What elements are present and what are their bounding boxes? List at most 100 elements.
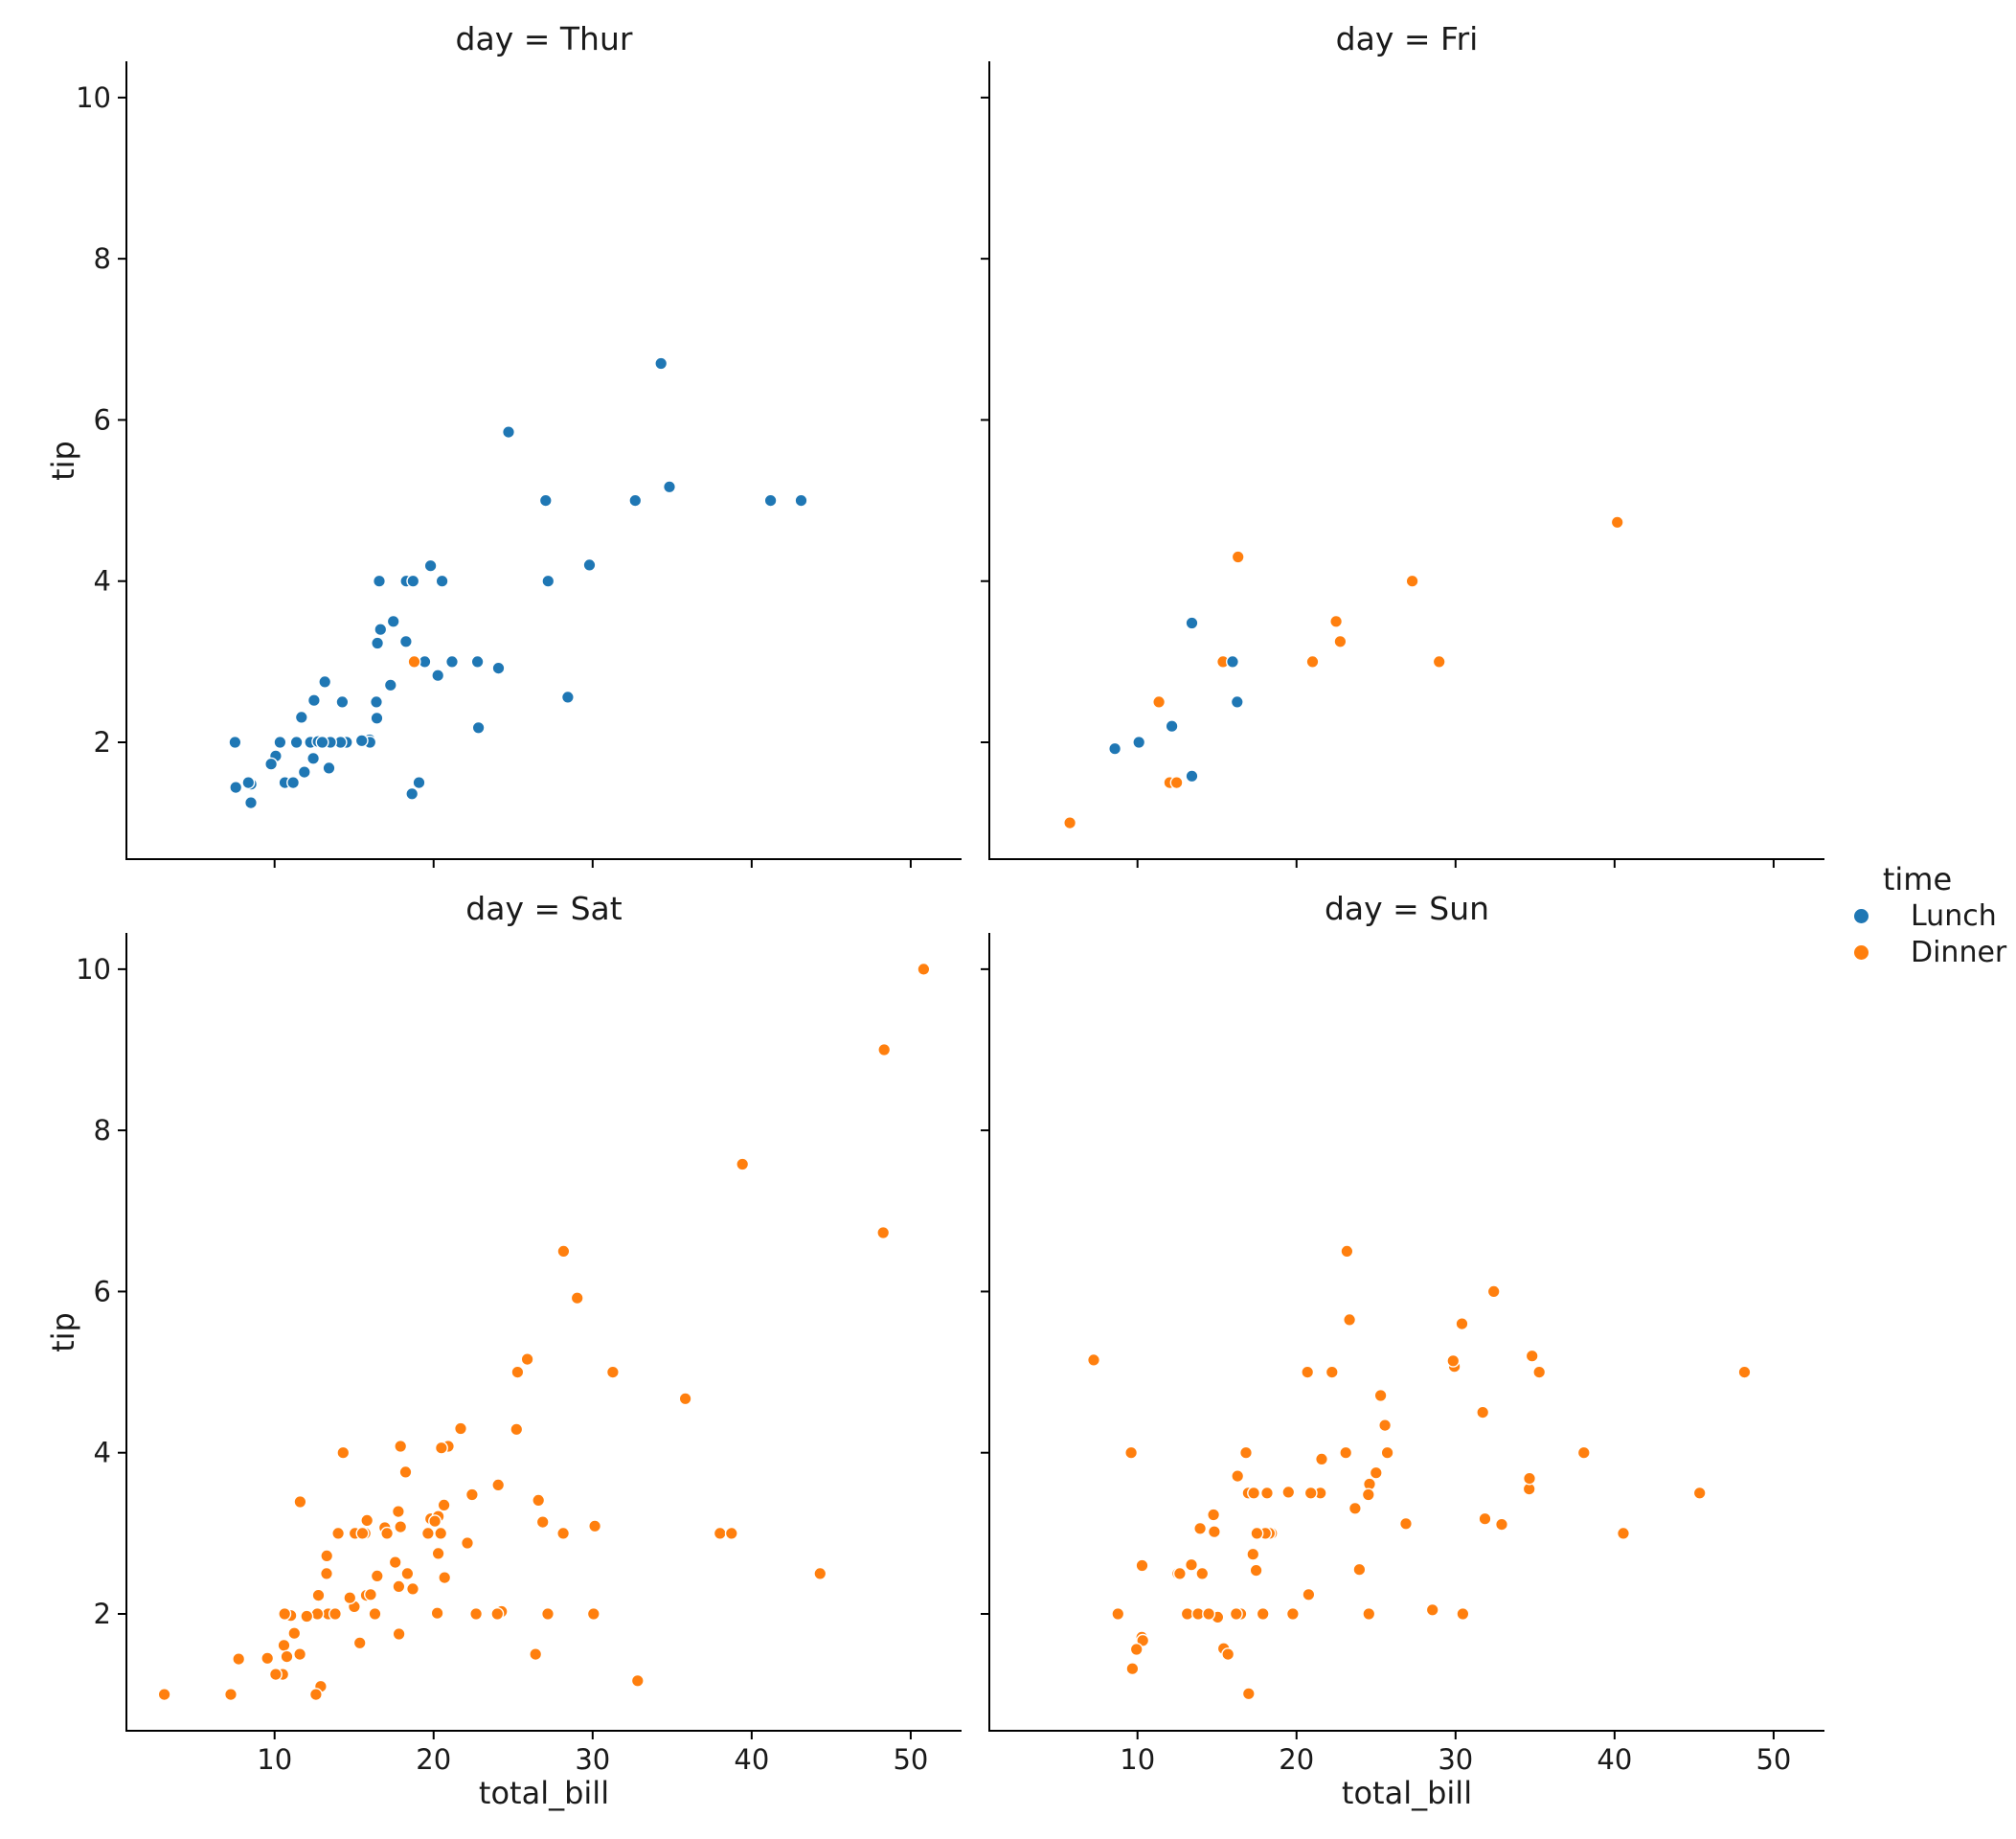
data-point xyxy=(412,776,426,790)
data-point xyxy=(1361,1487,1375,1502)
data-point xyxy=(917,962,931,976)
legend-label-lunch: Lunch xyxy=(1911,898,1997,933)
data-point xyxy=(1247,1486,1261,1500)
y-tick-label: 2 xyxy=(94,1598,111,1630)
data-point xyxy=(469,1606,484,1621)
y-tick-label: 6 xyxy=(94,1275,111,1307)
data-point xyxy=(371,636,385,650)
data-point xyxy=(1305,654,1320,669)
x-tick-label: 30 xyxy=(575,1743,610,1776)
data-point xyxy=(434,1526,448,1540)
data-point xyxy=(278,1606,292,1621)
data-point xyxy=(538,493,553,508)
y-tick-label: 4 xyxy=(94,565,111,598)
data-point xyxy=(535,1515,550,1530)
data-point xyxy=(400,1566,415,1580)
data-point xyxy=(1184,1557,1198,1572)
data-point xyxy=(370,1569,384,1583)
data-point xyxy=(877,1042,892,1056)
data-point xyxy=(1225,654,1239,669)
data-point xyxy=(392,1626,406,1641)
data-point xyxy=(588,1519,602,1533)
data-point xyxy=(1446,1353,1461,1368)
data-point xyxy=(1380,1445,1394,1460)
x-axis-label-left-col: total_bill xyxy=(478,1775,610,1811)
data-point xyxy=(1241,1687,1256,1701)
x-tick-label: 50 xyxy=(1756,1743,1791,1776)
data-point xyxy=(243,796,258,810)
data-point xyxy=(286,776,301,790)
data-point xyxy=(605,1365,620,1379)
data-point xyxy=(1362,1606,1376,1621)
x-axis-label-right-col: total_bill xyxy=(1341,1775,1473,1811)
data-point xyxy=(430,1606,444,1621)
data-point xyxy=(388,1555,402,1570)
data-point xyxy=(1250,1526,1264,1540)
data-point xyxy=(560,690,575,704)
data-point xyxy=(1135,1558,1149,1573)
data-point xyxy=(405,786,419,801)
data-point xyxy=(392,1579,406,1594)
data-point xyxy=(311,1588,326,1602)
data-point xyxy=(328,1606,343,1621)
data-point xyxy=(520,1352,534,1367)
data-point xyxy=(277,1638,291,1652)
data-point xyxy=(280,1649,294,1664)
data-point xyxy=(529,1647,543,1662)
data-point xyxy=(1455,1317,1469,1331)
facet-plot-sat: 10 20 30 40 50 2 4 6 8 10 xyxy=(76,933,962,1776)
data-point xyxy=(355,1526,370,1540)
legend-title: time xyxy=(1882,861,1953,897)
x-tick-label: 30 xyxy=(1438,1743,1473,1776)
data-point xyxy=(1259,1486,1274,1500)
data-point xyxy=(1525,1349,1539,1363)
data-point xyxy=(268,1668,283,1682)
data-point xyxy=(582,557,597,572)
data-point xyxy=(763,493,778,508)
data-point xyxy=(1616,1526,1630,1540)
facet-plot-fri xyxy=(981,61,1824,868)
x-tick-label: 10 xyxy=(257,1743,292,1776)
data-point xyxy=(331,1526,346,1540)
data-point xyxy=(1343,1312,1357,1327)
data-point xyxy=(1207,1525,1221,1539)
dinner-marker-icon xyxy=(1854,944,1869,960)
data-point xyxy=(273,736,287,750)
y-tick-label: 10 xyxy=(76,953,111,986)
lunch-marker-icon xyxy=(1854,908,1869,923)
facet-plot-sun: 10 20 30 40 50 xyxy=(981,933,1824,1776)
data-point xyxy=(1692,1486,1707,1500)
data-point xyxy=(335,694,350,709)
legend-item-dinner: Dinner xyxy=(1841,934,2009,970)
data-point xyxy=(364,1587,378,1601)
data-point xyxy=(431,669,445,683)
data-point xyxy=(320,1566,334,1580)
data-point xyxy=(1329,614,1344,628)
x-tick-label: 10 xyxy=(1120,1743,1155,1776)
facet-plot-thur: 2 4 6 8 10 xyxy=(76,61,962,868)
data-point xyxy=(407,654,421,669)
data-point xyxy=(1185,769,1199,783)
data-point xyxy=(294,710,308,724)
data-point xyxy=(343,1591,357,1605)
data-point xyxy=(630,1673,645,1688)
data-point xyxy=(293,1647,307,1662)
data-point xyxy=(586,1606,600,1621)
data-point xyxy=(320,1549,334,1563)
data-point xyxy=(289,736,304,750)
data-point xyxy=(1152,694,1167,709)
data-point xyxy=(1478,1511,1492,1526)
legend-item-lunch: Lunch xyxy=(1841,897,2009,934)
data-point xyxy=(157,1688,171,1702)
data-point xyxy=(1193,1521,1208,1535)
data-point xyxy=(736,1157,750,1171)
data-point xyxy=(1352,1562,1367,1577)
data-point xyxy=(1432,654,1446,669)
y-tick-label: 4 xyxy=(94,1437,111,1469)
data-point xyxy=(228,736,242,750)
data-point xyxy=(724,1526,738,1540)
data-point xyxy=(437,1498,451,1512)
data-point xyxy=(1373,1388,1388,1402)
